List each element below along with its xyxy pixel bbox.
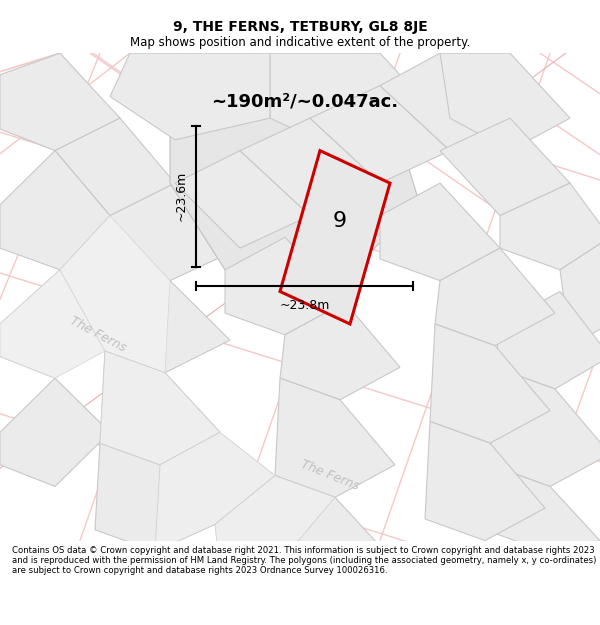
Polygon shape bbox=[310, 86, 450, 183]
Polygon shape bbox=[100, 351, 220, 465]
Polygon shape bbox=[0, 151, 110, 270]
Polygon shape bbox=[100, 351, 220, 465]
Polygon shape bbox=[435, 248, 555, 346]
Polygon shape bbox=[215, 476, 335, 573]
Polygon shape bbox=[110, 53, 270, 140]
Text: The Ferns: The Ferns bbox=[299, 458, 361, 493]
Polygon shape bbox=[280, 302, 400, 400]
Polygon shape bbox=[440, 53, 570, 151]
Polygon shape bbox=[60, 216, 170, 372]
Text: ~190m²/~0.047ac.: ~190m²/~0.047ac. bbox=[211, 93, 398, 111]
Polygon shape bbox=[485, 465, 600, 551]
Text: 9, THE FERNS, TETBURY, GL8 8JE: 9, THE FERNS, TETBURY, GL8 8JE bbox=[173, 20, 427, 34]
Text: ~23.6m: ~23.6m bbox=[175, 171, 187, 221]
Polygon shape bbox=[380, 53, 510, 151]
Polygon shape bbox=[95, 443, 215, 551]
Polygon shape bbox=[560, 238, 600, 346]
Polygon shape bbox=[495, 291, 600, 389]
Polygon shape bbox=[0, 270, 110, 378]
Polygon shape bbox=[105, 259, 230, 372]
Polygon shape bbox=[0, 378, 110, 486]
Text: 9: 9 bbox=[333, 211, 347, 231]
Polygon shape bbox=[430, 324, 550, 443]
Polygon shape bbox=[0, 270, 105, 378]
Polygon shape bbox=[275, 378, 395, 498]
Polygon shape bbox=[225, 238, 345, 335]
Polygon shape bbox=[240, 118, 380, 216]
Polygon shape bbox=[175, 151, 310, 248]
Polygon shape bbox=[500, 183, 600, 270]
Polygon shape bbox=[55, 118, 175, 216]
Polygon shape bbox=[0, 53, 120, 151]
Polygon shape bbox=[380, 183, 500, 281]
Text: Map shows position and indicative extent of the property.: Map shows position and indicative extent… bbox=[130, 36, 470, 49]
Polygon shape bbox=[280, 151, 390, 324]
Polygon shape bbox=[270, 53, 440, 151]
Polygon shape bbox=[490, 368, 600, 486]
Text: The Ferns: The Ferns bbox=[68, 314, 128, 355]
Polygon shape bbox=[440, 118, 570, 216]
Polygon shape bbox=[110, 183, 240, 281]
Text: ~23.8m: ~23.8m bbox=[280, 299, 329, 312]
Polygon shape bbox=[425, 421, 545, 541]
Polygon shape bbox=[270, 476, 390, 568]
Text: Contains OS data © Crown copyright and database right 2021. This information is : Contains OS data © Crown copyright and d… bbox=[12, 546, 596, 576]
Polygon shape bbox=[170, 53, 420, 281]
Polygon shape bbox=[155, 432, 275, 551]
